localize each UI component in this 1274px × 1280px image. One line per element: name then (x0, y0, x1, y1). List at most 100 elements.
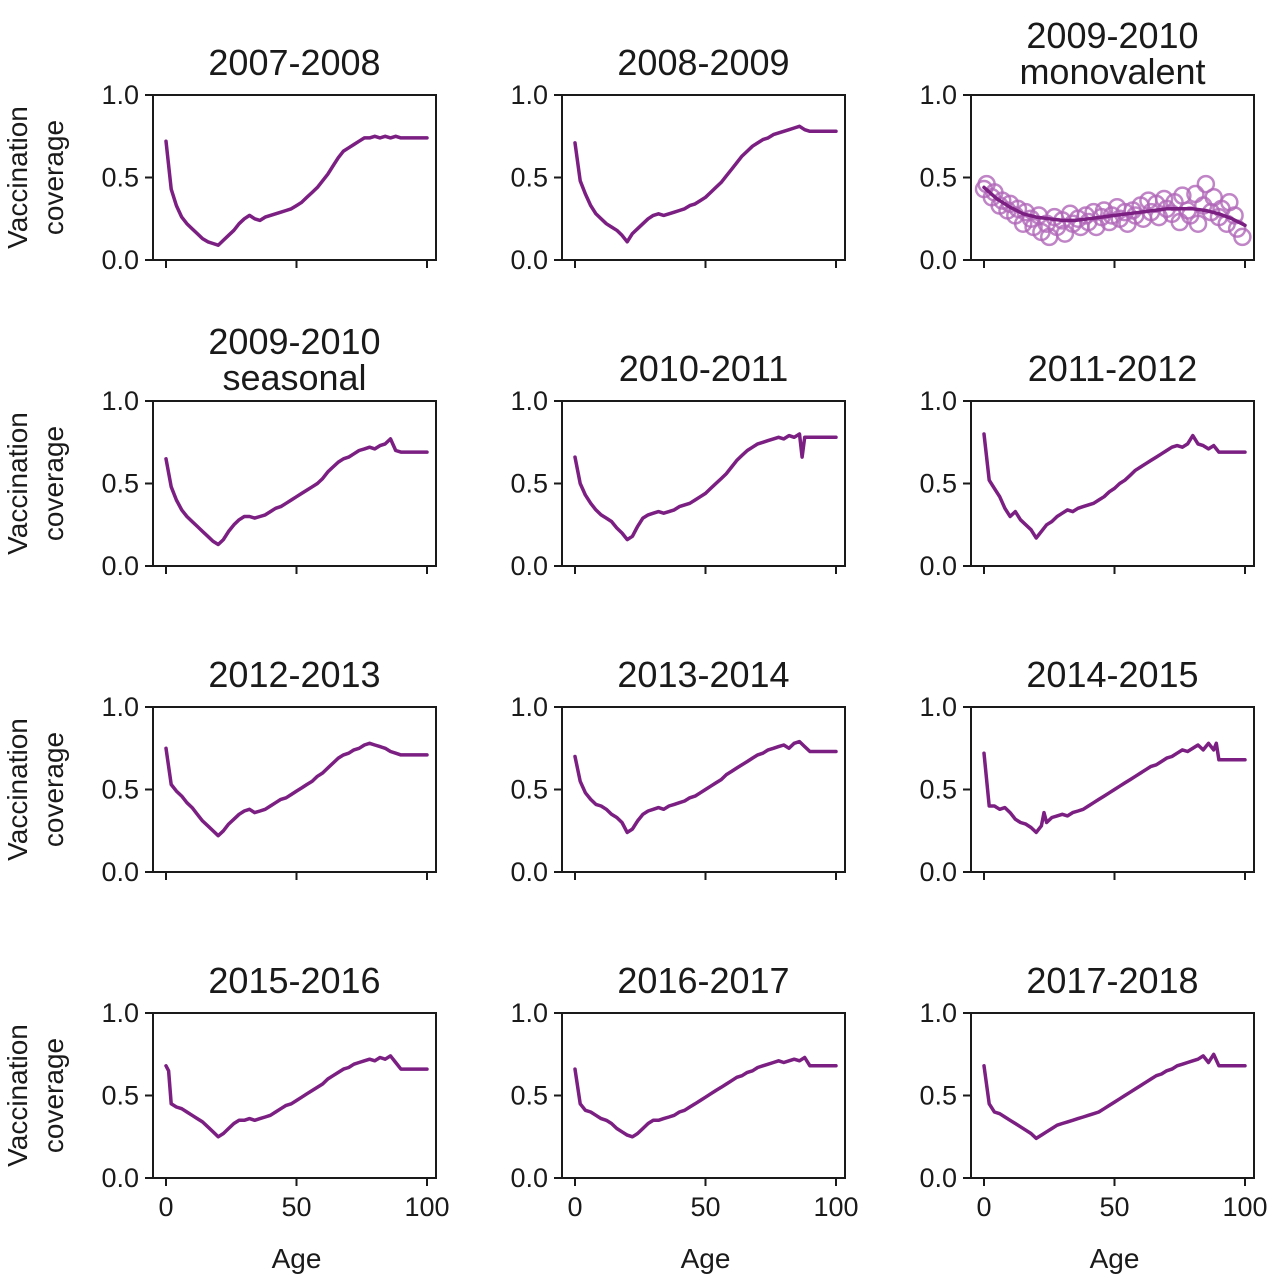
y-tick-label: 0.0 (101, 1163, 139, 1193)
y-axis: 0.0 0.5 1.0 (919, 386, 971, 581)
scatter-points (974, 174, 1252, 247)
column-axis-labels: Age Age Age (272, 1243, 1140, 1274)
y-tick-label: 0.5 (101, 1081, 139, 1111)
y-tick-label: 0.5 (510, 1081, 548, 1111)
x-axis: 0 50 100 (567, 1178, 859, 1222)
y-axis: 0.0 0.5 1.0 (919, 692, 971, 887)
panel-2016-2017: 2016-2017 0.0 0.5 1.0 0 50 100 (510, 960, 858, 1222)
x-axis (165, 260, 428, 268)
y-axis: 0.0 0.5 1.0 (510, 998, 562, 1193)
axes-frame (561, 1012, 846, 1179)
y-tick-label: 0.0 (101, 857, 139, 887)
y-tick-label: 1.0 (510, 692, 548, 722)
row-axis-labels: Vaccination coverage Vaccination coverage Va… (2, 106, 69, 1167)
x-axis (165, 872, 428, 880)
panel-2014-2015: 2014-2015 0.0 0.5 1.0 (919, 654, 1255, 887)
y-tick-label: 0.0 (919, 551, 957, 581)
y-tick-label: 0.0 (919, 1163, 957, 1193)
axes-frame (152, 94, 437, 261)
y-tick-label: 0.0 (919, 857, 957, 887)
x-axis-title: Age (681, 1243, 731, 1274)
y-tick-label: 1.0 (510, 386, 548, 416)
y-tick-label: 0.5 (510, 163, 548, 193)
axes-frame (970, 1012, 1255, 1179)
x-tick-label: 100 (1222, 1192, 1267, 1222)
panel-title: 2009-2010 seasonal (208, 321, 380, 398)
data-point (1188, 214, 1208, 233)
y-axis-title: Vaccination coverage (2, 718, 69, 861)
y-axis: 0.0 0.5 1.0 (919, 80, 971, 275)
y-tick-label: 1.0 (919, 998, 957, 1028)
y-tick-label: 1.0 (510, 998, 548, 1028)
coverage-line (164, 134, 429, 247)
x-axis: 0 50 100 (976, 1178, 1268, 1222)
panel-title: 2009-2010 monovalent (1019, 15, 1205, 92)
x-axis (574, 566, 837, 574)
y-axis: 0.0 0.5 1.0 (919, 998, 971, 1193)
x-tick-label: 100 (813, 1192, 858, 1222)
axes-frame (152, 706, 437, 873)
x-axis (983, 872, 1246, 880)
data-point (1154, 189, 1174, 209)
coverage-line (573, 432, 838, 542)
y-axis-title: Vaccination coverage (2, 1024, 69, 1167)
coverage-line (573, 1055, 838, 1139)
panel-title: 2017-2018 (1026, 960, 1198, 1001)
data-point (1204, 188, 1223, 207)
panel-title: 2008-2009 (617, 42, 789, 83)
y-tick-label: 0.5 (919, 1081, 957, 1111)
axes-frame (152, 1012, 437, 1179)
coverage-line (164, 1054, 429, 1139)
y-tick-label: 0.0 (510, 551, 548, 581)
x-axis: 0 50 100 (158, 1178, 450, 1222)
x-axis (983, 566, 1246, 574)
panel-title: 2013-2014 (617, 654, 789, 695)
panel-2011-2012: 2011-2012 0.0 0.5 1.0 (919, 348, 1255, 581)
x-tick-label: 0 (158, 1192, 173, 1222)
y-tick-label: 1.0 (919, 692, 957, 722)
panel-title: 2016-2017 (617, 960, 789, 1001)
coverage-line (164, 741, 429, 838)
coverage-line (982, 1052, 1247, 1141)
coverage-line (164, 437, 429, 547)
panel-title: 2011-2012 (1028, 348, 1198, 389)
x-axis (165, 566, 428, 574)
y-tick-label: 0.5 (510, 469, 548, 499)
y-tick-label: 0.5 (101, 775, 139, 805)
y-tick-label: 0.0 (919, 245, 957, 275)
panel-2013-2014: 2013-2014 0.0 0.5 1.0 (510, 654, 846, 887)
coverage-line (982, 432, 1247, 540)
axes-frame (970, 400, 1255, 567)
x-tick-label: 100 (404, 1192, 449, 1222)
y-axis-title: Vaccination coverage (2, 412, 69, 555)
axes-frame (561, 400, 846, 567)
x-axis-title: Age (1090, 1243, 1140, 1274)
x-axis-title: Age (272, 1243, 322, 1274)
x-tick-label: 50 (690, 1192, 720, 1222)
panel-2015-2016: 2015-2016 0.0 0.5 1.0 0 50 100 (101, 960, 449, 1222)
x-axis (574, 872, 837, 880)
y-tick-label: 1.0 (101, 998, 139, 1028)
coverage-line (573, 124, 838, 244)
y-axis: 0.0 0.5 1.0 (101, 692, 153, 887)
coverage-line (573, 739, 838, 835)
y-tick-label: 0.5 (510, 775, 548, 805)
y-tick-label: 0.5 (919, 775, 957, 805)
y-tick-label: 1.0 (510, 80, 548, 110)
x-tick-label: 0 (976, 1192, 991, 1222)
panel-title: 2012-2013 (208, 654, 380, 695)
coverage-line (982, 185, 1247, 228)
y-tick-label: 1.0 (101, 386, 139, 416)
axes-frame (152, 400, 437, 567)
y-axis: 0.0 0.5 1.0 (101, 80, 153, 275)
panel-title: 2007-2008 (208, 42, 380, 83)
y-axis-title: Vaccination coverage (2, 106, 69, 249)
x-axis (574, 260, 837, 268)
y-tick-label: 0.0 (101, 551, 139, 581)
y-tick-label: 1.0 (919, 80, 957, 110)
y-tick-label: 1.0 (919, 386, 957, 416)
y-tick-label: 0.5 (919, 469, 957, 499)
x-tick-label: 50 (281, 1192, 311, 1222)
axes-frame (561, 94, 846, 261)
